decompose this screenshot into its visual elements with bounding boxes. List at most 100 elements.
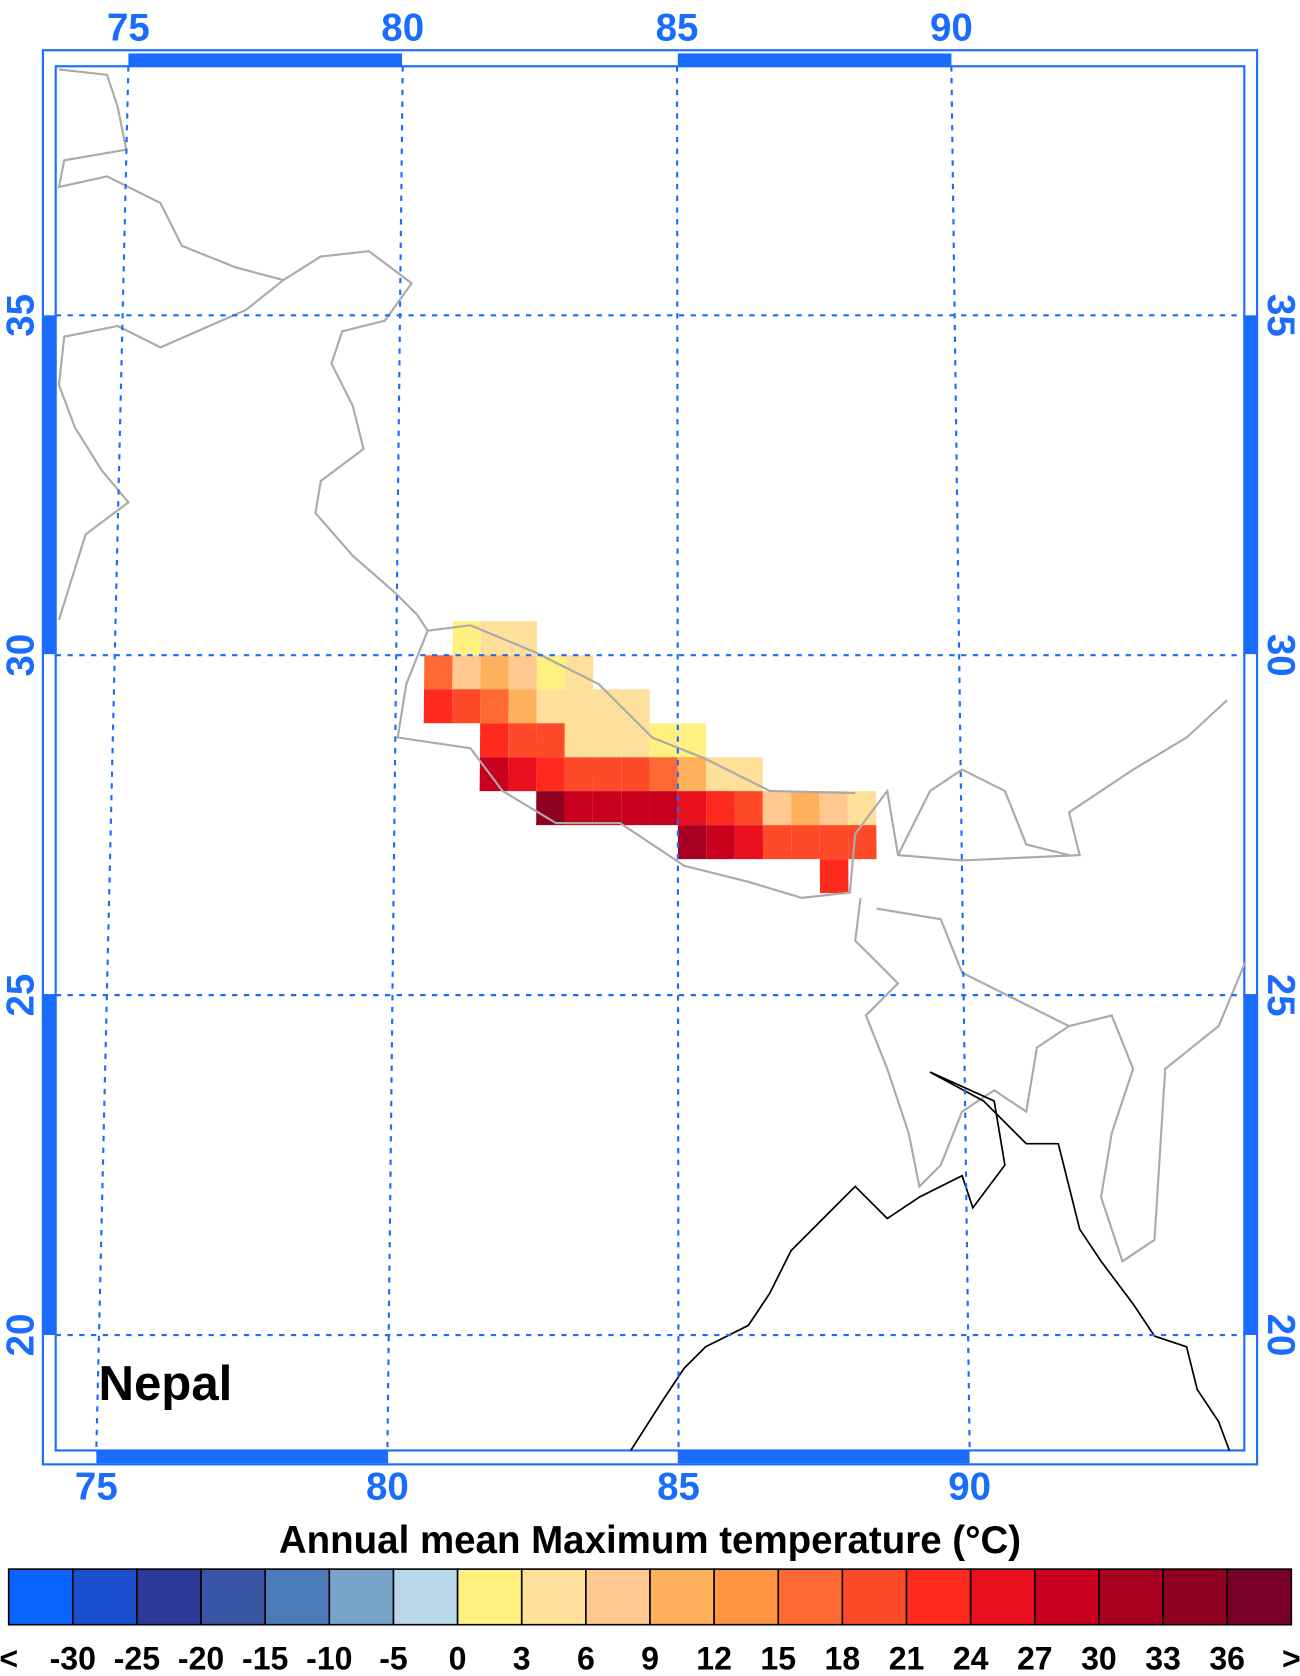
- grid-line: [675, 66, 680, 1451]
- grid-cell: [649, 791, 678, 826]
- grid-line: [950, 66, 971, 1451]
- grid-cell: [677, 791, 707, 826]
- frame-bar: [128, 53, 403, 67]
- country-border: [427, 624, 856, 795]
- colorbar-label: 6: [577, 1641, 595, 1676]
- colorbar-label: 0: [449, 1641, 467, 1676]
- grid-cell: [734, 791, 763, 826]
- colorbar-box: [136, 1568, 202, 1626]
- colorbar-label: 15: [760, 1641, 796, 1676]
- frame-bar: [96, 1450, 389, 1464]
- colorbar-box: [72, 1568, 138, 1626]
- colorbar-label: 24: [953, 1641, 989, 1676]
- colorbar-box: [713, 1568, 780, 1626]
- outer-frame: [41, 49, 1259, 1466]
- colorbar-label: 12: [696, 1641, 732, 1676]
- colorbar-label: 36: [1209, 1641, 1245, 1676]
- frame-bars: [42, 53, 1258, 1464]
- grid-cell: [791, 791, 820, 826]
- grid-cell: [480, 689, 509, 724]
- grid-cell: [677, 757, 707, 792]
- grid-cell: [734, 757, 763, 792]
- grid-cell: [480, 655, 509, 690]
- colorbar-label: 18: [825, 1641, 861, 1676]
- grid-cell: [847, 825, 877, 860]
- grid-cell: [593, 689, 622, 724]
- grid-cell: [451, 689, 481, 724]
- colorbar-box: [841, 1568, 908, 1626]
- grid-cell: [621, 757, 650, 792]
- frame-bar: [42, 315, 56, 655]
- colorbar-label: -30: [50, 1641, 96, 1676]
- colorbar-box: [520, 1568, 587, 1626]
- grid-cell: [508, 689, 537, 724]
- grid-cell: [423, 689, 453, 724]
- lon-tick-label: 80: [366, 1466, 409, 1509]
- grid-cell: [536, 689, 566, 724]
- colorbar-label: 9: [641, 1641, 659, 1676]
- lon-tick-label: 80: [381, 7, 424, 50]
- lat-tick-label: 20: [0, 1314, 42, 1357]
- grid-cell: [762, 825, 792, 860]
- frame-bar: [42, 994, 56, 1336]
- grid-cell: [819, 859, 849, 894]
- grid-cell: [621, 689, 650, 724]
- grid-cell: [480, 621, 510, 656]
- grid-cell: [564, 723, 594, 758]
- grid-cell: [734, 825, 764, 860]
- colorbar-label: -20: [178, 1641, 224, 1676]
- grid-line: [95, 66, 130, 1451]
- colorbar-box: [969, 1568, 1036, 1626]
- grid-cell: [706, 757, 735, 792]
- colorbar-box: [777, 1568, 844, 1626]
- colorbar-label: -10: [306, 1641, 352, 1676]
- frame-bar: [677, 53, 952, 67]
- grid-cell: [593, 723, 622, 758]
- grid-cell: [564, 791, 593, 826]
- grid-cell: [508, 723, 537, 758]
- colorbar-label: -5: [379, 1641, 408, 1676]
- grid-cell: [536, 723, 565, 758]
- colorbar-box: [905, 1568, 972, 1626]
- colorbar-label: >: [1282, 1641, 1300, 1676]
- lat-tick-label: 35: [0, 294, 42, 337]
- lat-tick-label: 30: [0, 634, 42, 677]
- inner-frame: [54, 65, 1246, 1452]
- grid-cell: [819, 825, 849, 860]
- country-border: [854, 897, 1247, 1263]
- colorbar-box: [7, 1568, 74, 1626]
- grid-cell: [452, 655, 481, 690]
- colorbar-label: 33: [1145, 1641, 1181, 1676]
- colorbar-label: 30: [1081, 1641, 1117, 1676]
- colorbar-box: [1162, 1568, 1228, 1626]
- grid-cell: [452, 621, 481, 656]
- lon-tick-label: 90: [948, 1466, 991, 1509]
- colorbar-box: [585, 1568, 651, 1626]
- colorbar-title: Annual mean Maximum temperature (°C): [279, 1519, 1021, 1562]
- grid-cell: [706, 791, 735, 826]
- lat-tick-label: 30: [1259, 634, 1300, 677]
- grid-cell: [508, 655, 537, 690]
- colorbar-box: [649, 1568, 715, 1626]
- colorbar-label: -25: [114, 1641, 160, 1676]
- colorbar-box: [392, 1568, 459, 1626]
- grid-cell: [649, 723, 678, 758]
- lon-tick-label: 85: [656, 7, 699, 50]
- colorbar-box: [264, 1568, 331, 1626]
- colorbar-box: [1226, 1568, 1293, 1626]
- grid-cell: [564, 757, 594, 792]
- grid-cell: [791, 825, 820, 860]
- lon-tick-label: 75: [107, 7, 150, 50]
- colorbar-label: 27: [1017, 1641, 1053, 1676]
- grid-cell: [592, 757, 622, 792]
- colorbar-label: 3: [513, 1641, 531, 1676]
- grid-cell: [649, 757, 678, 792]
- colorbar-label: -15: [242, 1641, 288, 1676]
- grid-cell: [507, 757, 537, 792]
- grid-cell: [621, 791, 650, 826]
- country-border: [876, 907, 1070, 1028]
- grid-cell: [592, 791, 622, 826]
- frame-bar: [1244, 994, 1258, 1336]
- lat-tick-label: 25: [1259, 974, 1300, 1017]
- frame-bar: [677, 1450, 970, 1464]
